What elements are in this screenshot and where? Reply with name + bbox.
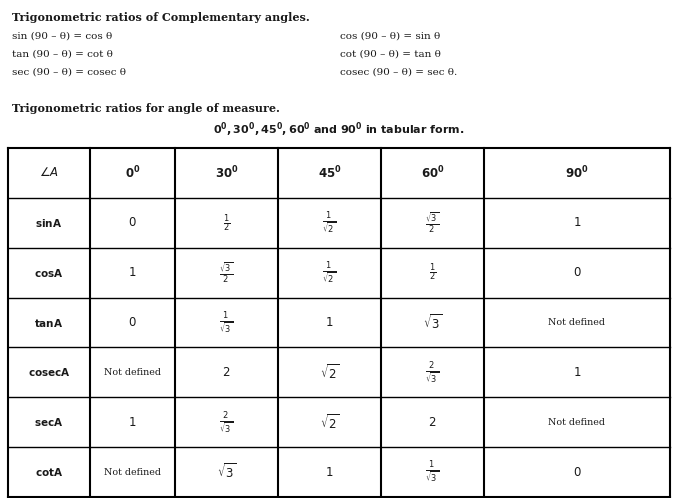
- Text: $\mathbf{cosecA}$: $\mathbf{cosecA}$: [28, 367, 71, 378]
- Text: $\mathbf{90^0}$: $\mathbf{90^0}$: [565, 165, 589, 181]
- Text: $\mathbf{0^0}$: $\mathbf{0^0}$: [125, 165, 140, 181]
- Text: $0$: $0$: [573, 266, 581, 279]
- Text: $\mathbf{tanA}$: $\mathbf{tanA}$: [35, 317, 64, 329]
- Text: $2$: $2$: [428, 416, 437, 429]
- Text: $\mathbf{sinA}$: $\mathbf{sinA}$: [35, 217, 62, 229]
- Text: $\frac{1}{\sqrt{2}}$: $\frac{1}{\sqrt{2}}$: [323, 211, 336, 235]
- Text: $\mathbf{45^0}$: $\mathbf{45^0}$: [317, 165, 341, 181]
- Text: $\mathbf{0^0}$$\mathbf{, 30^0}$$\mathbf{,45^0}$$\mathbf{, 60^0}$ $\mathbf{and\ 9: $\mathbf{0^0}$$\mathbf{, 30^0}$$\mathbf{…: [214, 120, 464, 138]
- Text: $1$: $1$: [573, 216, 581, 229]
- Text: cos (90 – θ) = sin θ: cos (90 – θ) = sin θ: [340, 32, 440, 41]
- Text: $\frac{1}{\sqrt{3}}$: $\frac{1}{\sqrt{3}}$: [426, 460, 439, 485]
- Text: Not defined: Not defined: [549, 318, 605, 327]
- Text: Not defined: Not defined: [549, 418, 605, 427]
- Text: Not defined: Not defined: [104, 368, 161, 377]
- Text: $\frac{1}{2}$: $\frac{1}{2}$: [223, 212, 230, 234]
- Text: tan (90 – θ) = cot θ: tan (90 – θ) = cot θ: [12, 50, 113, 59]
- Text: cosec (90 – θ) = sec θ.: cosec (90 – θ) = sec θ.: [340, 68, 457, 77]
- Text: $1$: $1$: [325, 316, 334, 329]
- Text: $\mathbf{cosA}$: $\mathbf{cosA}$: [35, 266, 64, 279]
- Text: Trigonometric ratios of Complementary angles.: Trigonometric ratios of Complementary an…: [12, 12, 310, 23]
- Text: $\sqrt{2}$: $\sqrt{2}$: [320, 363, 339, 382]
- Text: $\sqrt{3}$: $\sqrt{3}$: [217, 463, 236, 482]
- Text: $\sqrt{3}$: $\sqrt{3}$: [423, 313, 442, 332]
- Text: $1$: $1$: [128, 266, 137, 279]
- Text: $\sqrt{2}$: $\sqrt{2}$: [320, 413, 339, 432]
- Text: sec (90 – θ) = cosec θ: sec (90 – θ) = cosec θ: [12, 68, 126, 77]
- Text: Not defined: Not defined: [104, 468, 161, 477]
- Text: $0$: $0$: [128, 216, 137, 229]
- Text: $1$: $1$: [573, 366, 581, 379]
- Text: $1$: $1$: [128, 416, 137, 429]
- Text: cot (90 – θ) = tan θ: cot (90 – θ) = tan θ: [340, 50, 441, 59]
- Text: $\frac{2}{\sqrt{3}}$: $\frac{2}{\sqrt{3}}$: [220, 410, 233, 435]
- Text: $\frac{2}{\sqrt{3}}$: $\frac{2}{\sqrt{3}}$: [426, 360, 439, 385]
- Text: $\mathbf{cotA}$: $\mathbf{cotA}$: [35, 466, 63, 478]
- Text: sin (90 – θ) = cos θ: sin (90 – θ) = cos θ: [12, 32, 113, 41]
- Text: $1$: $1$: [325, 466, 334, 479]
- Text: $\frac{1}{\sqrt{2}}$: $\frac{1}{\sqrt{2}}$: [323, 260, 336, 285]
- Text: $\mathbf{60^0}$: $\mathbf{60^0}$: [420, 165, 444, 181]
- Text: $0$: $0$: [128, 316, 137, 329]
- Text: $0$: $0$: [573, 466, 581, 479]
- Text: $\frac{\sqrt{3}}{2}$: $\frac{\sqrt{3}}{2}$: [220, 260, 233, 285]
- Text: $\frac{1}{2}$: $\frac{1}{2}$: [429, 262, 436, 283]
- Text: $\frac{\sqrt{3}}{2}$: $\frac{\sqrt{3}}{2}$: [426, 211, 439, 235]
- Text: Trigonometric ratios for angle of measure.: Trigonometric ratios for angle of measur…: [12, 103, 280, 114]
- Text: $2$: $2$: [222, 366, 231, 379]
- Text: $\mathbf{secA}$: $\mathbf{secA}$: [35, 416, 64, 428]
- Text: $\frac{1}{\sqrt{3}}$: $\frac{1}{\sqrt{3}}$: [220, 310, 233, 335]
- Text: $\angle A$: $\angle A$: [39, 166, 59, 179]
- Text: $\mathbf{30^0}$: $\mathbf{30^0}$: [215, 165, 239, 181]
